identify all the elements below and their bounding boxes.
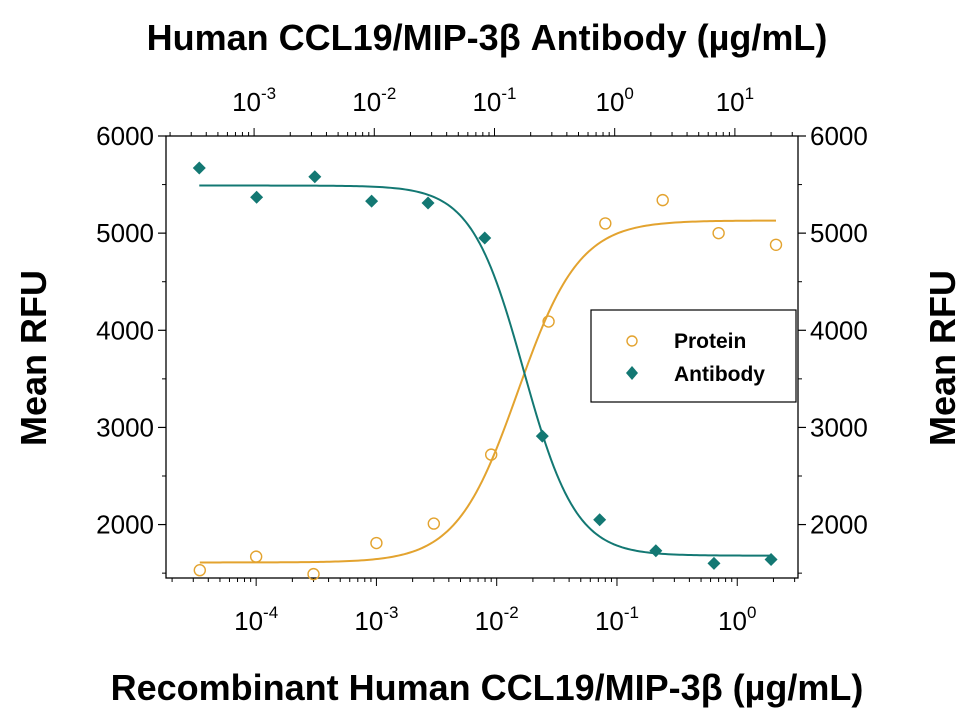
x-tick-label-top: 10-1: [472, 84, 516, 117]
x-tick-label-top: 10-2: [352, 84, 396, 117]
y-axis-title-left: Mean RFU: [13, 270, 54, 446]
fit-curve-antibody: [199, 184, 772, 557]
data-point-protein: [542, 315, 555, 328]
y-axis-title-right: Mean RFU: [922, 270, 963, 446]
x-tick-label-bottom-exponent: -3: [383, 603, 398, 622]
data-point-antibody: [192, 161, 206, 175]
x-tick-label-bottom-base: 10: [718, 606, 747, 636]
data-point-antibody: [421, 196, 435, 210]
data-point-antibody: [308, 170, 322, 184]
x-tick-label-bottom-base: 10: [475, 606, 504, 636]
data-point-protein: [370, 536, 383, 550]
x-tick-label-bottom-exponent: -4: [263, 603, 278, 622]
y-tick-label-left: 5000: [96, 218, 154, 248]
data-point-protein: [712, 226, 725, 240]
data-point-protein: [193, 564, 207, 577]
x-tick-label-bottom-exponent: 0: [747, 603, 756, 622]
legend-marker-protein: [626, 335, 638, 347]
data-point-antibody: [478, 231, 492, 245]
data-point-protein: [599, 217, 612, 230]
top-axis-title: Human CCL19/MIP-3β Antibody (µg/mL): [147, 17, 828, 58]
x-tick-label-top-exponent: -2: [381, 84, 396, 103]
data-point-antibody: [365, 194, 379, 208]
y-tick-label-right: 6000: [810, 121, 868, 151]
x-tick-label-top-exponent: -1: [501, 84, 516, 103]
data-points: [192, 161, 783, 581]
x-tick-label-bottom: 10-1: [595, 603, 639, 636]
legend-label-protein: Protein: [674, 330, 746, 353]
data-point-antibody: [764, 553, 778, 567]
x-tick-label-bottom-exponent: -2: [504, 603, 519, 622]
y-tick-label-right: 5000: [810, 218, 868, 248]
fit-curve-protein: [199, 219, 777, 564]
x-tick-label-bottom-base: 10: [595, 606, 624, 636]
legend-box: [590, 309, 797, 403]
data-point-antibody: [535, 429, 549, 443]
x-tick-label-top-exponent: 1: [745, 84, 754, 103]
x-tick-label-bottom-exponent: -1: [624, 603, 639, 622]
data-point-protein: [307, 567, 320, 581]
x-tick-label-top-base: 10: [472, 87, 501, 117]
y-tick-label-right: 2000: [810, 510, 868, 540]
x-tick-label-bottom-base: 10: [234, 606, 263, 636]
x-tick-label-bottom: 100: [718, 603, 756, 636]
data-point-protein: [484, 448, 498, 461]
y-tick-label-right: 4000: [810, 315, 868, 345]
x-tick-label-bottom: 10-4: [234, 603, 278, 636]
data-point-antibody: [593, 513, 607, 527]
fit-curves: [199, 184, 777, 564]
x-tick-label-bottom: 10-3: [354, 603, 398, 636]
y-tick-label-left: 4000: [96, 315, 154, 345]
y-tick-label-left: 2000: [96, 510, 154, 540]
x-tick-label-top-base: 10: [716, 87, 745, 117]
x-tick-label-top-exponent: -3: [261, 84, 276, 103]
data-point-antibody: [707, 556, 721, 570]
x-tick-label-top-exponent: 0: [624, 84, 633, 103]
legend: Protein Antibody: [590, 309, 797, 403]
data-point-antibody: [250, 190, 264, 204]
x-tick-label-top: 101: [716, 84, 754, 117]
x-tick-label-bottom-base: 10: [354, 606, 383, 636]
data-point-protein: [656, 193, 669, 207]
x-tick-label-top-base: 10: [232, 87, 261, 117]
y-tick-label-right: 3000: [810, 412, 868, 442]
x-axis-title: Recombinant Human CCL19/MIP-3β (µg/mL): [111, 667, 864, 708]
data-point-protein: [769, 238, 783, 252]
plot-frame: [165, 135, 799, 579]
legend-label-antibody: Antibody: [674, 363, 765, 386]
x-tick-label-top-base: 10: [595, 87, 624, 117]
legend-marker-antibody: [626, 366, 638, 380]
data-point-protein: [249, 550, 263, 563]
x-tick-label-top-base: 10: [352, 87, 381, 117]
data-point-protein: [427, 517, 441, 530]
y-tick-label-left: 3000: [96, 412, 154, 442]
y-tick-label-left: 6000: [96, 121, 154, 151]
axis-ticks: 2000 2000 3000 3000 4000 4000 5000 5000 6000 6000…: [96, 84, 868, 636]
data-point-antibody: [649, 544, 663, 558]
x-tick-label-bottom: 10-2: [475, 603, 519, 636]
x-tick-label-top: 10-3: [232, 84, 276, 117]
x-tick-label-top: 100: [595, 84, 633, 117]
